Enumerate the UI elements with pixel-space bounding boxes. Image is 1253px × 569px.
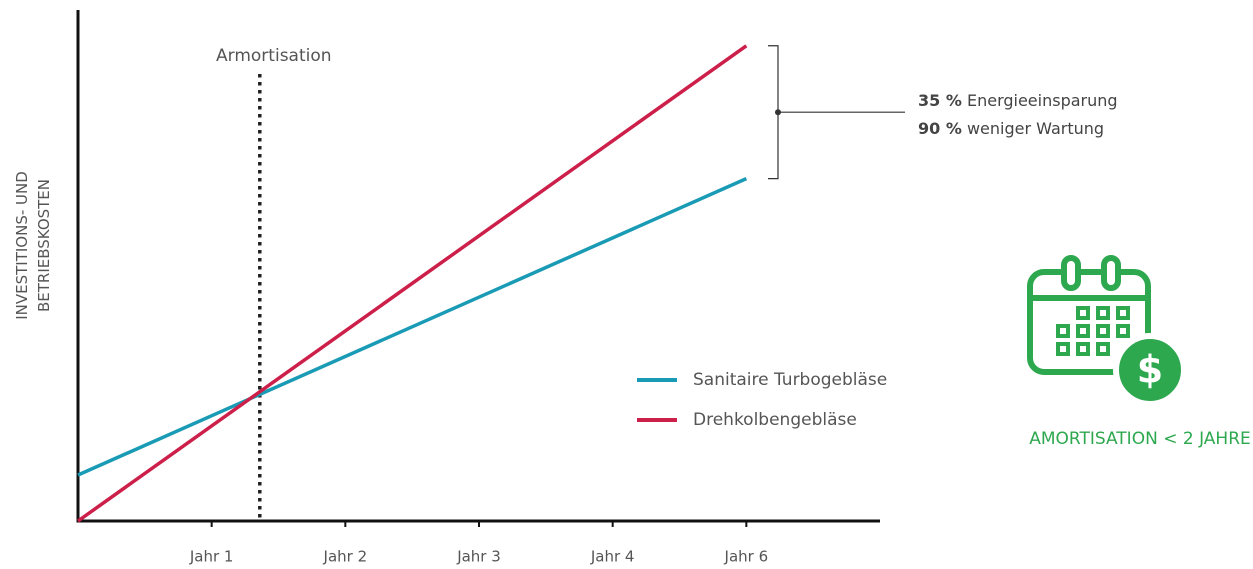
savings-text: 35 % Energieeinsparung (918, 91, 1118, 110)
y-axis-label: INVESTITIONS- UND BETRIEBSKOSTEN (13, 171, 53, 320)
line-series (76, 44, 748, 523)
y-axis-label-line: INVESTITIONS- UND (13, 171, 31, 320)
savings-label: weniger Wartung (967, 119, 1104, 138)
savings-value: 35 % (918, 91, 962, 110)
x-tick-label: Jahr 1 (189, 548, 234, 566)
savings-value: 90 % (918, 119, 962, 138)
x-tick-label: Jahr 2 (323, 548, 368, 566)
svg-text:$: $ (1137, 348, 1163, 392)
y-axis-label-line: BETRIEBSKOSTEN (35, 179, 53, 312)
x-tick-label: Jahr 6 (724, 548, 769, 566)
line-series (77, 177, 748, 477)
bracket-dot (775, 109, 781, 116)
legend-label: Drehkolbengebläse (693, 410, 857, 430)
savings-label: Energieeinsparung (967, 91, 1118, 110)
savings-text: 90 % weniger Wartung (918, 119, 1104, 138)
annotation-label: Armortisation (216, 46, 332, 66)
badge-text: AMORTISATION < 2 JAHRE (1029, 429, 1251, 449)
x-tick-label: Jahr 3 (456, 548, 501, 566)
legend-label: Sanitaire Turbogebläse (693, 370, 887, 390)
x-tick-label: Jahr 4 (590, 548, 635, 566)
calendar-icon: $ (1027, 255, 1187, 407)
